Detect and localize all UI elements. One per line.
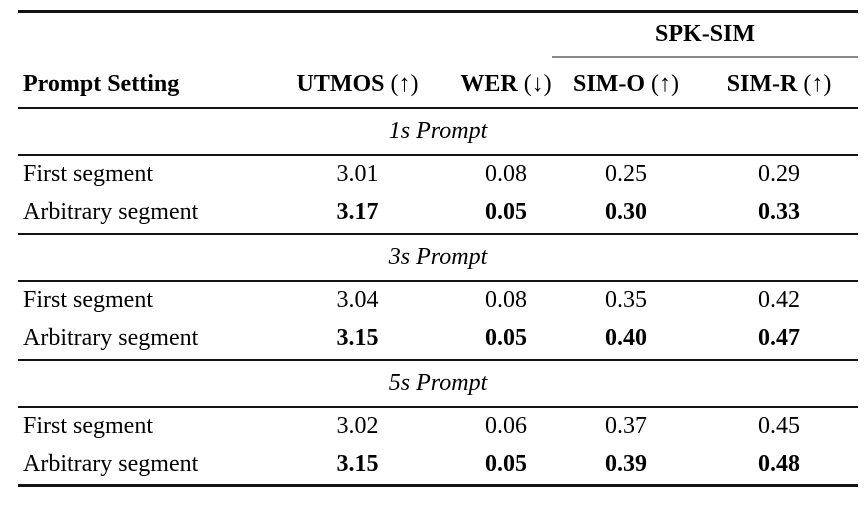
column-label: UTMOS: [296, 70, 385, 97]
metric-value: 0.42: [758, 286, 801, 313]
column-label: Prompt Setting: [23, 70, 180, 97]
metric-value: 0.05: [485, 450, 528, 477]
section-title-row: 3s Prompt: [18, 233, 859, 282]
table-row: First segment 3.01 0.08 0.25 0.29: [18, 155, 858, 193]
group-header-row: SPK-SIM: [18, 11, 859, 58]
row-label: Arbitrary segment: [23, 450, 199, 477]
column-label: SIM-O: [573, 70, 646, 97]
section-title-row: 1s Prompt: [18, 107, 859, 156]
metric-value: 0.29: [758, 160, 801, 187]
column-header-prompt-setting: Prompt Setting: [18, 56, 255, 109]
metric-value: 3.15: [255, 318, 460, 361]
group-header-spk-sim: SPK-SIM: [552, 11, 859, 58]
metric-value: 0.30: [552, 192, 701, 235]
column-header-wer: WER (↓): [460, 56, 553, 109]
spacer-cell: [18, 12, 552, 57]
metric-value: 3.02: [336, 412, 379, 439]
metric-value: 0.06: [485, 412, 528, 439]
metric-value: 0.08: [485, 286, 528, 313]
section-title-5s: 5s Prompt: [18, 359, 859, 408]
down-arrow-icon: (↓): [517, 70, 552, 97]
column-header-sim-r: SIM-R (↑): [700, 56, 859, 109]
row-label: First segment: [23, 412, 153, 439]
metric-value: 0.37: [605, 412, 648, 439]
metric-value: 0.33: [700, 192, 859, 235]
table-row: First segment 3.02 0.06 0.37 0.45: [18, 407, 858, 445]
column-label: WER: [460, 70, 518, 97]
section-title-3s: 3s Prompt: [18, 233, 859, 282]
section-title-1s: 1s Prompt: [18, 107, 859, 156]
metric-value: 3.04: [336, 286, 379, 313]
table-row: Arbitrary segment 3.15 0.05 0.40 0.47: [18, 318, 859, 361]
up-arrow-icon: (↑): [797, 70, 832, 97]
table-row: First segment 3.04 0.08 0.35 0.42: [18, 281, 858, 319]
section-title-row: 5s Prompt: [18, 359, 859, 408]
column-header-sim-o: SIM-O (↑): [552, 56, 701, 109]
metric-value: 0.39: [605, 450, 648, 477]
metric-value: 0.48: [758, 450, 801, 477]
metric-value: 0.35: [605, 286, 648, 313]
metric-value: 3.15: [336, 450, 379, 477]
metric-value: 0.45: [758, 412, 801, 439]
row-label: Arbitrary segment: [18, 318, 255, 361]
table-row: Arbitrary segment 3.15 0.05 0.39 0.48: [18, 445, 858, 486]
metric-value: 3.17: [255, 192, 460, 235]
row-label: First segment: [23, 286, 153, 313]
column-header-row: Prompt Setting UTMOS (↑) WER (↓) SIM-O (…: [18, 56, 859, 109]
metric-value: 3.01: [336, 160, 379, 187]
metric-value: 0.08: [485, 160, 528, 187]
row-label: First segment: [23, 160, 153, 187]
up-arrow-icon: (↑): [384, 70, 419, 97]
metric-value: 0.40: [552, 318, 701, 361]
table-row: Arbitrary segment 3.17 0.05 0.30 0.33: [18, 192, 859, 235]
up-arrow-icon: (↑): [645, 70, 680, 97]
column-label: SIM-R: [726, 70, 798, 97]
metric-value: 0.25: [605, 160, 648, 187]
metric-value: 0.47: [700, 318, 859, 361]
metric-value: 0.05: [460, 318, 553, 361]
metric-value: 0.05: [460, 192, 553, 235]
column-header-utmos: UTMOS (↑): [255, 56, 460, 109]
results-table: SPK-SIM Prompt Setting UTMOS (↑) WER (↓)…: [18, 10, 859, 487]
row-label: Arbitrary segment: [18, 192, 255, 235]
